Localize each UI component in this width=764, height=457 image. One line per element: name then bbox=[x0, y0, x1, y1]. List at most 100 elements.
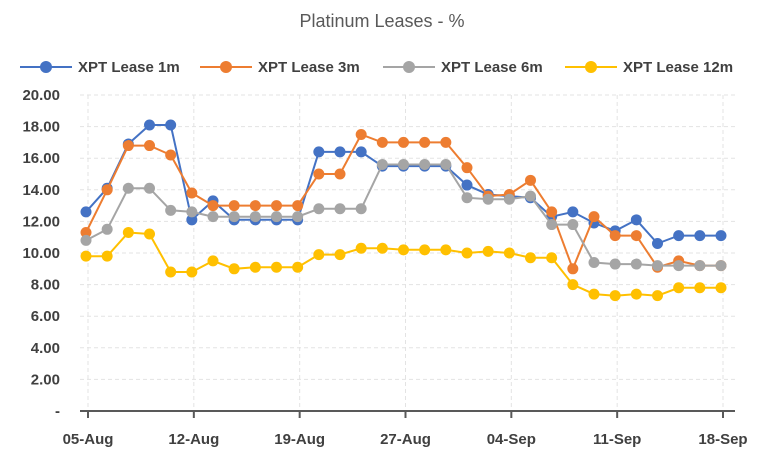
data-point bbox=[482, 245, 494, 257]
data-point bbox=[355, 146, 367, 158]
data-point bbox=[440, 136, 452, 148]
data-point bbox=[186, 187, 198, 199]
x-axis: 05-Aug 12-Aug 19-Aug 27-Aug 04-Sep 11-Sep 18-S… bbox=[63, 410, 748, 448]
series-xpt-lease-6m bbox=[80, 159, 727, 272]
data-point bbox=[419, 136, 431, 148]
plot-area bbox=[80, 119, 727, 302]
data-point bbox=[461, 247, 473, 259]
data-point bbox=[376, 242, 388, 254]
data-point bbox=[249, 200, 261, 212]
y-tick-label: 10.00 bbox=[22, 245, 60, 262]
data-point bbox=[144, 119, 155, 131]
data-point bbox=[461, 162, 473, 174]
legend-item: XPT Lease 12m bbox=[565, 59, 733, 76]
data-point bbox=[546, 206, 558, 218]
legend: XPT Lease 1m XPT Lease 3m XPT Lease 6m XPT … bbox=[20, 59, 733, 76]
data-point bbox=[567, 263, 579, 275]
y-tick-label: 8.00 bbox=[31, 277, 60, 294]
data-point bbox=[673, 260, 685, 272]
y-tick-label: 2.00 bbox=[31, 371, 60, 388]
data-point bbox=[525, 190, 536, 202]
x-tick-label: 19-Aug bbox=[274, 431, 325, 448]
y-tick-label: - bbox=[55, 403, 60, 420]
data-point bbox=[673, 230, 685, 242]
data-point bbox=[165, 149, 177, 161]
data-point bbox=[101, 250, 113, 262]
legend-label: XPT Lease 12m bbox=[623, 59, 733, 76]
data-point bbox=[271, 200, 282, 212]
data-point bbox=[715, 230, 727, 242]
y-tick-label: 18.00 bbox=[22, 119, 60, 136]
data-point bbox=[165, 266, 177, 278]
data-point bbox=[165, 119, 177, 131]
data-point bbox=[207, 211, 219, 223]
data-point bbox=[292, 200, 304, 212]
data-point bbox=[376, 159, 388, 171]
data-point bbox=[715, 282, 727, 294]
legend-marker bbox=[403, 61, 415, 73]
y-tick-label: 4.00 bbox=[31, 340, 60, 357]
data-point bbox=[609, 258, 621, 270]
y-axis-ticks: - 2.00 4.00 6.00 8.00 10.00 12.00 14.00 16.00 18.… bbox=[22, 87, 60, 420]
data-point bbox=[313, 249, 325, 261]
data-point bbox=[630, 214, 642, 226]
data-point bbox=[101, 223, 113, 235]
data-point bbox=[588, 211, 600, 223]
data-point bbox=[355, 242, 367, 254]
data-point bbox=[525, 252, 536, 264]
data-point bbox=[630, 288, 642, 300]
data-point bbox=[652, 238, 663, 250]
data-point bbox=[186, 266, 198, 278]
data-point bbox=[313, 203, 325, 215]
data-point bbox=[122, 226, 134, 238]
data-point bbox=[503, 247, 515, 259]
data-point bbox=[334, 249, 346, 261]
data-point bbox=[80, 234, 92, 246]
data-point bbox=[313, 146, 325, 158]
legend-item: XPT Lease 6m bbox=[383, 59, 543, 76]
data-point bbox=[228, 263, 240, 275]
data-point bbox=[334, 203, 346, 215]
y-tick-label: 16.00 bbox=[22, 150, 60, 167]
data-point bbox=[588, 256, 600, 268]
data-point bbox=[567, 219, 579, 231]
data-point bbox=[292, 211, 304, 223]
y-tick-label: 14.00 bbox=[22, 182, 60, 199]
data-point bbox=[567, 206, 579, 218]
legend-label: XPT Lease 6m bbox=[441, 59, 543, 76]
chart-title: Platinum Leases - % bbox=[299, 11, 464, 31]
data-point bbox=[440, 244, 452, 256]
data-point bbox=[80, 226, 92, 238]
x-tick-label: 11-Sep bbox=[593, 431, 641, 448]
data-point bbox=[398, 136, 409, 148]
data-point bbox=[694, 230, 706, 242]
series-xpt-lease-12m bbox=[80, 226, 727, 302]
data-point bbox=[186, 206, 198, 218]
data-point bbox=[673, 282, 685, 294]
legend-marker bbox=[585, 61, 597, 73]
legend-item: XPT Lease 3m bbox=[200, 59, 360, 76]
data-point bbox=[652, 260, 663, 272]
data-point bbox=[588, 288, 600, 300]
data-point bbox=[271, 261, 282, 273]
data-point bbox=[207, 255, 219, 267]
data-point bbox=[398, 244, 409, 256]
data-point bbox=[271, 211, 282, 223]
data-point bbox=[122, 182, 134, 194]
x-tick-label: 18-Sep bbox=[698, 431, 747, 448]
y-tick-label: 12.00 bbox=[22, 213, 60, 230]
legend-label: XPT Lease 1m bbox=[78, 59, 180, 76]
data-point bbox=[122, 140, 134, 152]
data-point bbox=[228, 211, 240, 223]
legend-label: XPT Lease 3m bbox=[258, 59, 360, 76]
data-point bbox=[546, 219, 558, 231]
legend-marker bbox=[40, 61, 52, 73]
data-point bbox=[525, 174, 536, 186]
data-point bbox=[630, 258, 642, 270]
data-point bbox=[715, 260, 727, 272]
legend-item: XPT Lease 1m bbox=[20, 59, 180, 76]
data-point bbox=[228, 200, 240, 212]
data-point bbox=[207, 200, 219, 212]
data-point bbox=[249, 211, 261, 223]
data-point bbox=[482, 193, 494, 205]
